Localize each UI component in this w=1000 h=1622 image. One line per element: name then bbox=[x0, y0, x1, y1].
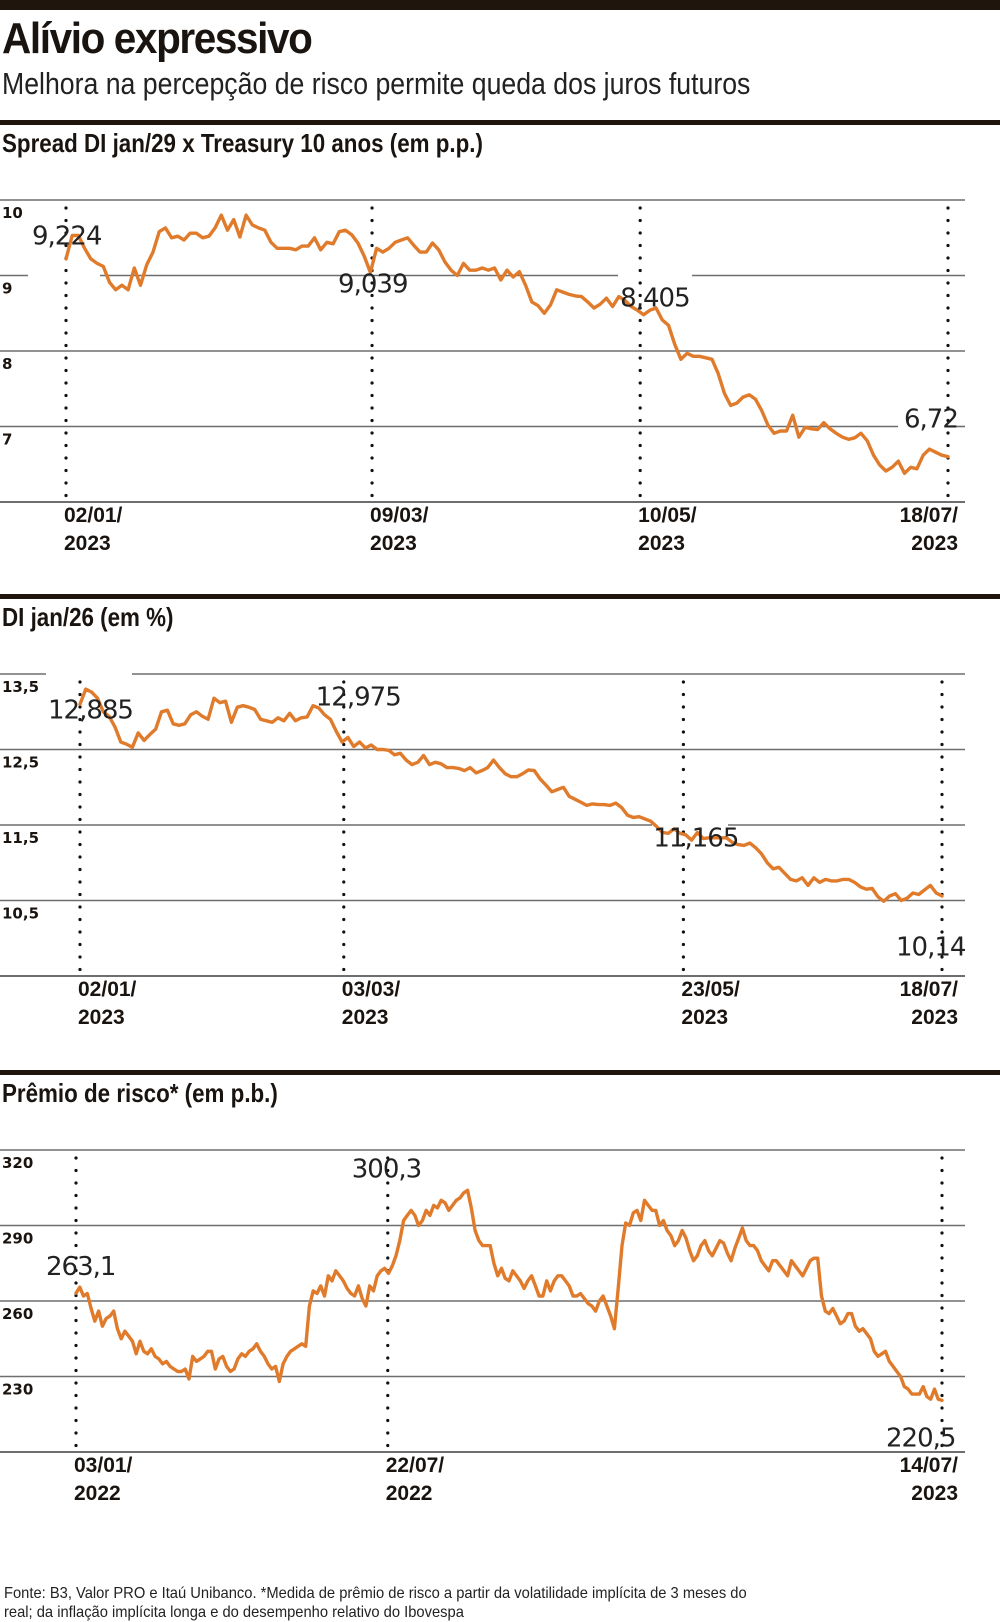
x-tick-label-year: 2023 bbox=[638, 532, 685, 555]
footer-line-2: real; da inflação implícita longa e do d… bbox=[4, 1604, 464, 1621]
y-tick-label: 320 bbox=[2, 1154, 33, 1172]
series-line bbox=[64, 213, 950, 475]
chart-title-premio: Prêmio de risco* (em p.b.) bbox=[2, 1078, 278, 1108]
series-line bbox=[78, 687, 944, 903]
y-tick-label: 13,5 bbox=[2, 678, 39, 696]
value-annotation: 9,039 bbox=[338, 270, 407, 300]
value-annotation: 11,165 bbox=[653, 823, 738, 853]
y-tick-label: 10,5 bbox=[2, 905, 39, 923]
x-tick-label: 18/07/ bbox=[900, 978, 959, 1001]
y-tick-label: 8 bbox=[2, 355, 12, 373]
chart-di-jan26: 13,5 12,5 11,5 10,5 02/01/2023 03/03/2023 23/0… bbox=[0, 673, 967, 1029]
y-tick-label: 9 bbox=[2, 280, 12, 298]
value-annotation: 12,975 bbox=[316, 683, 401, 713]
x-tick-label: 09/03/ bbox=[370, 504, 429, 527]
x-tick-label: 03/01/ bbox=[74, 1454, 133, 1477]
x-tick-label-year: 2022 bbox=[74, 1482, 121, 1505]
x-tick-label: 23/05/ bbox=[681, 978, 740, 1001]
x-tick-label-year: 2022 bbox=[386, 1482, 433, 1505]
x-tick-label: 02/01/ bbox=[64, 504, 123, 527]
value-annotation: 12,885 bbox=[48, 695, 133, 725]
x-tick-label-year: 2023 bbox=[911, 532, 958, 555]
y-tick-label: 230 bbox=[2, 1381, 33, 1399]
footer-source: Fonte: B3, Valor PRO e Itaú Unibanco. *M… bbox=[4, 1584, 832, 1622]
value-annotation: 9,224 bbox=[32, 222, 102, 252]
value-annotation: 220,5 bbox=[886, 1423, 955, 1453]
y-tick-label: 11,5 bbox=[2, 829, 39, 847]
x-tick-label-year: 2023 bbox=[342, 1006, 389, 1029]
x-tick-label-year: 2023 bbox=[78, 1006, 125, 1029]
chart-title-di: DI jan/26 (em %) bbox=[2, 602, 174, 632]
series-line bbox=[74, 1188, 944, 1403]
chart-title-spread: Spread DI jan/29 x Treasury 10 anos (em … bbox=[2, 128, 483, 158]
chart-premio-risco: 320 290 260 230 03/01/2022 22/07/2022 14/07/20… bbox=[0, 1149, 965, 1505]
x-tick-label-year: 2023 bbox=[370, 532, 417, 555]
x-tick-label-year: 2023 bbox=[911, 1006, 958, 1029]
x-tick-label: 14/07/ bbox=[900, 1454, 959, 1477]
y-tick-label: 12,5 bbox=[2, 754, 39, 772]
y-tick-label: 10 bbox=[2, 204, 23, 222]
x-tick-label: 03/03/ bbox=[342, 978, 401, 1001]
x-tick-label-year: 2023 bbox=[911, 1482, 958, 1505]
x-tick-label: 10/05/ bbox=[638, 504, 697, 527]
y-tick-label: 290 bbox=[2, 1230, 33, 1248]
section-rule-2 bbox=[0, 594, 1000, 599]
section-rule-3 bbox=[0, 1070, 1000, 1075]
section-rule-1 bbox=[0, 120, 1000, 125]
x-tick-label: 02/01/ bbox=[78, 978, 137, 1001]
x-tick-label: 18/07/ bbox=[900, 504, 959, 527]
footer-line-1: Fonte: B3, Valor PRO e Itaú Unibanco. *M… bbox=[4, 1585, 747, 1602]
value-annotation: 8,405 bbox=[620, 283, 689, 313]
chart-spread: 10 9 8 7 02/01/2023 09/03/2023 10/05/2023 18/07… bbox=[0, 199, 965, 555]
x-tick-label: 22/07/ bbox=[386, 1454, 445, 1477]
value-annotation: 300,3 bbox=[352, 1155, 421, 1185]
x-tick-label-year: 2023 bbox=[64, 532, 111, 555]
y-tick-label: 7 bbox=[2, 431, 12, 449]
y-tick-label: 260 bbox=[2, 1305, 33, 1323]
page-title: Alívio expressivo bbox=[2, 14, 313, 63]
value-annotation: 10,14 bbox=[896, 933, 966, 963]
value-annotation: 6,72 bbox=[904, 405, 958, 435]
value-annotation: 263,1 bbox=[46, 1252, 115, 1282]
top-rule bbox=[0, 0, 1000, 10]
page-subtitle: Melhora na percepção de risco permite qu… bbox=[2, 66, 751, 101]
x-tick-label-year: 2023 bbox=[681, 1006, 728, 1029]
